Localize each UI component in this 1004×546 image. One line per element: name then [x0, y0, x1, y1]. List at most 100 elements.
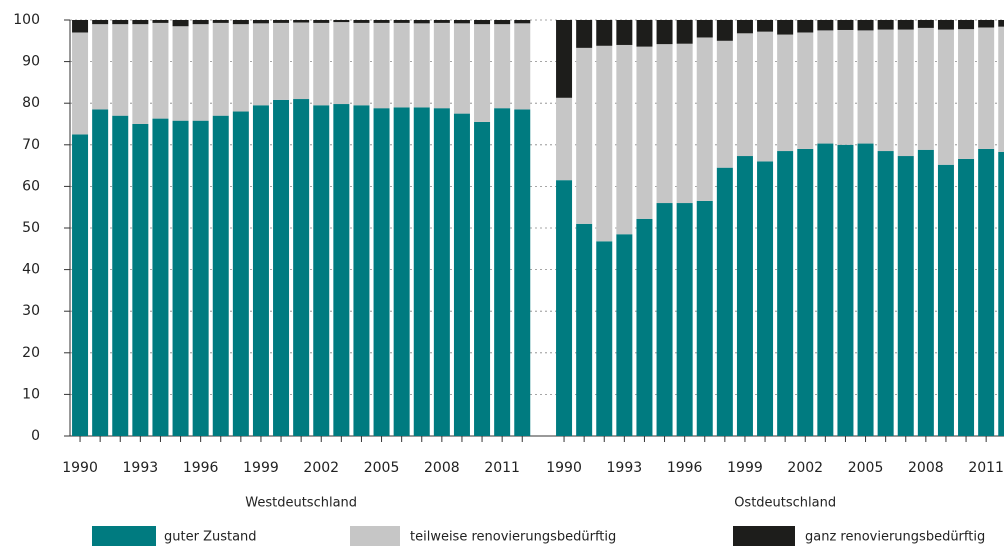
bar-segment: [474, 24, 491, 122]
bar-segment: [474, 121, 491, 437]
bar-segment: [132, 124, 149, 436]
x-tick-label: 2008: [424, 460, 460, 476]
bar-segment: [676, 43, 693, 204]
bar-segment: [978, 27, 995, 149]
y-tick-label: 60: [22, 178, 40, 194]
bar-segment: [596, 20, 613, 46]
bar-segment: [998, 26, 1004, 152]
bar-segment: [152, 20, 169, 23]
bar-segment: [313, 105, 330, 436]
bar-segment: [333, 20, 350, 23]
bar-segment: [212, 20, 229, 23]
bar-segment: [252, 20, 269, 24]
bar-segment: [897, 156, 914, 437]
bar-segment: [616, 234, 633, 436]
bar-segment: [212, 115, 229, 437]
x-tick-label: 1993: [607, 460, 643, 476]
bar-segment: [716, 40, 733, 168]
bar-segment: [656, 203, 673, 436]
bar-segment: [273, 22, 290, 100]
bar-segment: [433, 108, 450, 436]
bar-segment: [92, 20, 109, 25]
bar-segment: [152, 118, 169, 436]
bar-segment: [232, 111, 249, 437]
bar-segment: [937, 164, 954, 436]
bar-segment: [112, 115, 129, 437]
bar-segment: [837, 144, 854, 437]
bar-segment: [857, 143, 874, 436]
y-tick-label: 50: [22, 220, 40, 236]
bar-segment: [797, 20, 814, 33]
y-tick-label: 30: [22, 303, 40, 319]
bar-segment: [656, 20, 673, 45]
bar-segment: [373, 20, 390, 23]
x-tick-label: 1996: [183, 460, 219, 476]
bar-segment: [596, 45, 613, 242]
y-tick-label: 100: [13, 12, 40, 28]
x-tick-label: 2008: [908, 460, 944, 476]
bar-segment: [797, 148, 814, 436]
bar-segment: [636, 20, 653, 47]
bar-segment: [576, 20, 593, 48]
legend-label: teilweise renovierungsbedürftig: [410, 530, 616, 545]
x-tick-label: 2002: [787, 460, 823, 476]
bar-segment: [917, 20, 934, 28]
x-tick-label: 1999: [727, 460, 763, 476]
x-tick-label: 2011: [484, 460, 520, 476]
bar-segment: [676, 20, 693, 44]
bar-segment: [777, 151, 794, 437]
bar-segment: [576, 47, 593, 224]
bar-segment: [433, 20, 450, 23]
bar-segment: [877, 20, 894, 30]
bar-segment: [757, 20, 774, 32]
bar-segment: [857, 30, 874, 144]
bar-segment: [453, 23, 470, 114]
y-tick-label: 0: [31, 428, 40, 444]
bar-segment: [556, 20, 573, 98]
bar-segment: [636, 46, 653, 219]
bar-segment: [937, 20, 954, 30]
bar-segment: [112, 20, 129, 25]
bar-segment: [72, 20, 89, 33]
bar-segment: [232, 20, 249, 25]
bar-segment: [656, 44, 673, 204]
legend-swatch: [733, 526, 795, 546]
bar-segment: [837, 29, 854, 145]
bar-segment: [877, 151, 894, 437]
bar-segment: [393, 20, 410, 23]
bar-segment: [333, 22, 350, 105]
bar-segment: [293, 20, 310, 23]
bar-segment: [172, 20, 189, 27]
bar-segment: [676, 203, 693, 436]
bar-segment: [576, 223, 593, 436]
x-tick-label: 2005: [848, 460, 884, 476]
bar-segment: [736, 156, 753, 437]
x-tick-label: 1993: [123, 460, 159, 476]
bar-segment: [353, 105, 370, 436]
bar-segment: [192, 120, 209, 436]
bar-segment: [716, 167, 733, 436]
bar-segment: [917, 27, 934, 150]
bar-segment: [616, 20, 633, 45]
bar-segment: [958, 158, 975, 436]
bar-segment: [696, 37, 713, 201]
bar-segment: [616, 44, 633, 235]
bar-segment: [252, 105, 269, 436]
bar-segment: [413, 23, 430, 108]
bar-segment: [453, 113, 470, 436]
y-tick-label: 20: [22, 345, 40, 361]
bar-segment: [172, 120, 189, 436]
bar-segment: [837, 20, 854, 30]
bar-segment: [757, 161, 774, 436]
bar-segment: [373, 108, 390, 436]
x-tick-label: 1990: [62, 460, 98, 476]
bar-segment: [393, 22, 410, 108]
bar-segment: [92, 109, 109, 436]
bar-segment: [112, 24, 129, 116]
legend-label: guter Zustand: [164, 530, 257, 545]
panel-label: Westdeutschland: [245, 496, 357, 511]
bar-segment: [514, 109, 531, 436]
bar-segment: [494, 24, 511, 109]
bar-segment: [293, 22, 310, 100]
bar-segment: [132, 20, 149, 25]
